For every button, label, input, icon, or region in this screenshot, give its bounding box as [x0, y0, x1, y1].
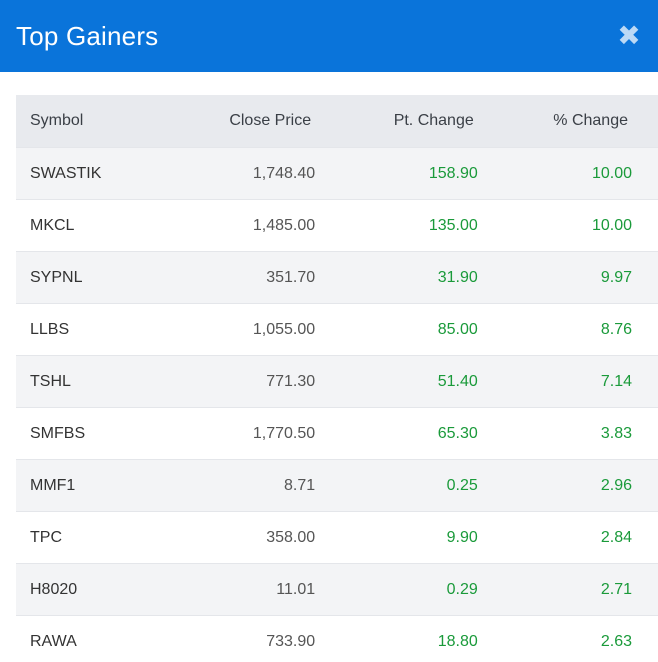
table-row[interactable]: RAWA 733.90 18.80 2.63: [16, 615, 658, 662]
symbol-cell[interactable]: TPC: [16, 511, 175, 564]
table-row[interactable]: TSHL 771.30 51.40 7.14: [16, 355, 658, 408]
table-row[interactable]: H8020 11.01 0.29 2.71: [16, 563, 658, 616]
pt-change-cell: 9.90: [315, 511, 478, 564]
pct-change-cell: 7.14: [477, 355, 658, 408]
close-price-cell: 1,748.40: [174, 147, 316, 200]
pt-change-cell: 158.90: [315, 147, 478, 200]
close-price-cell: 1,485.00: [174, 199, 316, 252]
column-header-pct-change[interactable]: % Change: [553, 112, 628, 129]
symbol-cell[interactable]: SYPNL: [16, 251, 175, 304]
close-price-cell: 351.70: [174, 251, 316, 304]
pct-change-cell: 2.71: [477, 563, 658, 616]
pt-change-cell: 31.90: [315, 251, 478, 304]
table-row[interactable]: MKCL 1,485.00 135.00 10.00: [16, 199, 658, 252]
close-price-cell: 1,770.50: [174, 407, 316, 460]
gainers-table: Symbol Close Price Pt. Change % Change S…: [16, 95, 658, 662]
table-row[interactable]: SYPNL 351.70 31.90 9.97: [16, 251, 658, 304]
table-header-row: Symbol Close Price Pt. Change % Change: [16, 95, 658, 148]
pct-change-cell: 2.84: [477, 511, 658, 564]
pt-change-cell: 0.25: [315, 459, 478, 512]
close-icon: ✖: [617, 20, 641, 51]
column-header-pt-change[interactable]: Pt. Change: [393, 112, 474, 129]
close-price-cell: 771.30: [174, 355, 316, 408]
close-price-cell: 11.01: [174, 563, 316, 616]
symbol-cell[interactable]: MKCL: [16, 199, 175, 252]
table-row[interactable]: MMF1 8.71 0.25 2.96: [16, 459, 658, 512]
close-price-cell: 358.00: [174, 511, 316, 564]
symbol-cell[interactable]: RAWA: [16, 615, 175, 662]
pct-change-cell: 2.63: [477, 615, 658, 662]
gainers-table-container: Symbol Close Price Pt. Change % Change S…: [16, 95, 658, 662]
column-header-close-price[interactable]: Close Price: [229, 112, 312, 129]
symbol-cell[interactable]: MMF1: [16, 459, 175, 512]
table-row[interactable]: SMFBS 1,770.50 65.30 3.83: [16, 407, 658, 460]
pt-change-cell: 85.00: [315, 303, 478, 356]
pt-change-cell: 135.00: [315, 199, 478, 252]
symbol-cell[interactable]: SMFBS: [16, 407, 175, 460]
close-price-cell: 1,055.00: [174, 303, 316, 356]
symbol-cell[interactable]: SWASTIK: [16, 147, 175, 200]
table-row[interactable]: SWASTIK 1,748.40 158.90 10.00: [16, 147, 658, 200]
pct-change-cell: 3.83: [477, 407, 658, 460]
pt-change-cell: 18.80: [315, 615, 478, 662]
symbol-cell[interactable]: H8020: [16, 563, 175, 616]
close-price-cell: 733.90: [174, 615, 316, 662]
symbol-cell[interactable]: TSHL: [16, 355, 175, 408]
pt-change-cell: 65.30: [315, 407, 478, 460]
pct-change-cell: 10.00: [477, 199, 658, 252]
pt-change-cell: 51.40: [315, 355, 478, 408]
close-button[interactable]: ✖: [612, 19, 646, 53]
symbol-cell[interactable]: LLBS: [16, 303, 175, 356]
modal-title: Top Gainers: [16, 20, 159, 51]
pct-change-cell: 8.76: [477, 303, 658, 356]
pct-change-cell: 10.00: [477, 147, 658, 200]
column-header-symbol[interactable]: Symbol: [30, 112, 84, 129]
pct-change-cell: 9.97: [477, 251, 658, 304]
table-row[interactable]: LLBS 1,055.00 85.00 8.76: [16, 303, 658, 356]
pt-change-cell: 0.29: [315, 563, 478, 616]
modal-header: Top Gainers ✖: [0, 0, 658, 72]
close-price-cell: 8.71: [174, 459, 316, 512]
table-row[interactable]: TPC 358.00 9.90 2.84: [16, 511, 658, 564]
pct-change-cell: 2.96: [477, 459, 658, 512]
